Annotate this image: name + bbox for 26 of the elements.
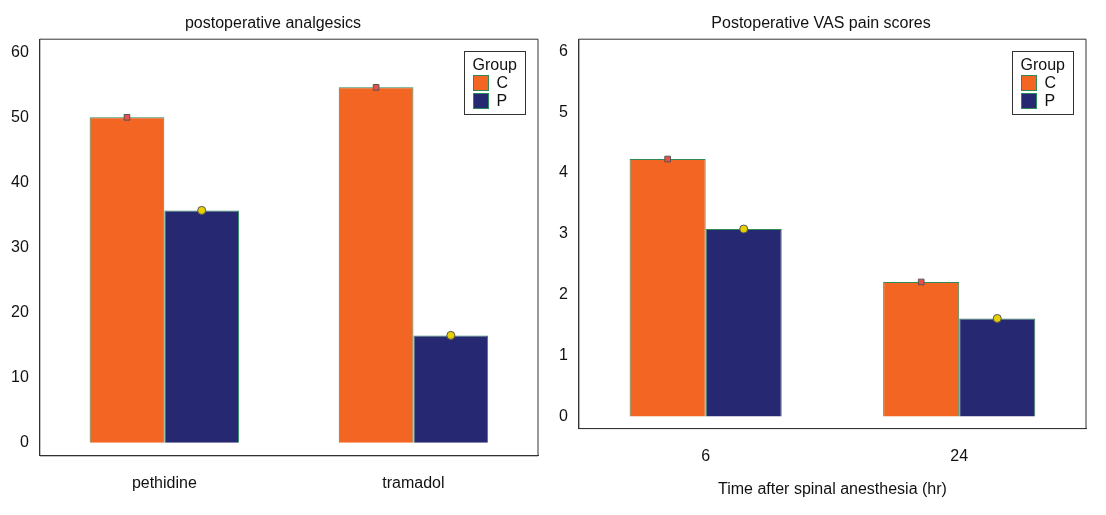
y-tick-label: 5 xyxy=(558,102,568,120)
y-tick-label: 50 xyxy=(11,107,29,125)
legend-label: P xyxy=(496,92,508,111)
y-tick-label: 4 xyxy=(558,163,568,181)
y-tick-label: 2 xyxy=(558,285,568,303)
legend-title: Group xyxy=(1020,56,1065,75)
legend-title: Group xyxy=(472,56,517,75)
legend-label: P xyxy=(1044,92,1056,111)
y-tick-label: 30 xyxy=(11,237,29,255)
y-tick-label: 0 xyxy=(19,433,29,451)
y-tick-label: 10 xyxy=(11,368,29,386)
legend-label: C xyxy=(1044,74,1057,93)
x-tick-label: 24 xyxy=(950,446,969,464)
y-tick-label: 0 xyxy=(558,406,568,424)
x-axis-title: Time after spinal anesthesia (hr) xyxy=(718,479,947,497)
y-tick-label: 20 xyxy=(11,303,29,320)
y-tick-label: 3 xyxy=(558,224,568,242)
y-tick-label: 6 xyxy=(558,41,568,59)
legend-label: C xyxy=(496,74,509,93)
chart-title: postoperative analgesics xyxy=(184,14,362,32)
y-tick-label: 40 xyxy=(11,172,29,190)
y-tick-label: 1 xyxy=(558,345,568,363)
x-tick-label: pethidine xyxy=(131,473,197,491)
x-tick-label: tramadol xyxy=(382,473,445,491)
chart-title: Postoperative VAS pain scores xyxy=(711,14,931,32)
y-tick-label: 60 xyxy=(11,42,29,60)
